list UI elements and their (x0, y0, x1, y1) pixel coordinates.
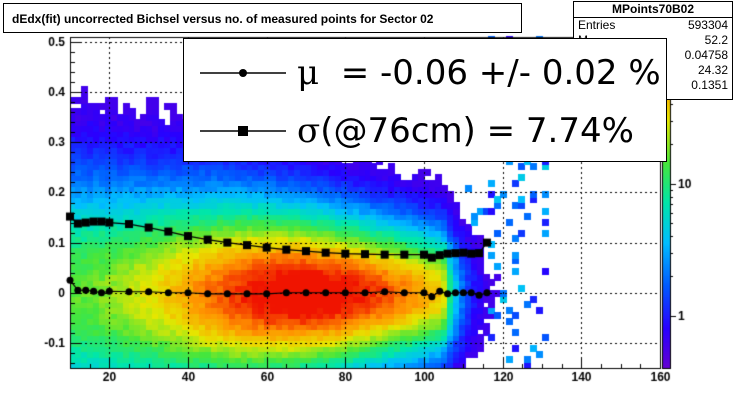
sigma-value: (@76cm) = 7.74% (320, 111, 634, 151)
stats-row-5: 0.1351 (574, 78, 732, 93)
legend-marker-square-icon (200, 126, 286, 136)
legend-entry-sigma: σ(@76cm) = 7.74% (184, 103, 666, 161)
legend-entry-mu: μ = -0.06 +/- 0.02 % (184, 45, 666, 103)
stats-value: 593304 (687, 18, 728, 32)
stats-value: 24.32 (697, 63, 728, 77)
legend-marker-circle-icon (200, 69, 286, 77)
mu-value: = -0.06 +/- 0.02 % (340, 53, 661, 93)
stats-value: 0.1351 (691, 78, 728, 92)
sigma-symbol: σ (297, 111, 321, 151)
stats-title: MPoints70B02 (574, 2, 732, 18)
stats-value: 52.2 (704, 33, 728, 47)
stats-row-entries: Entries 593304 (574, 18, 732, 33)
stats-row-3: 0.04758 (574, 48, 732, 63)
legend-box: μ = -0.06 +/- 0.02 % σ(@76cm) = 7.74% (183, 38, 667, 162)
stats-row-4: 24.32 (574, 63, 732, 78)
stats-value: 0.04758 (684, 48, 728, 62)
legend-text-mu: μ = -0.06 +/- 0.02 % (297, 49, 661, 97)
legend-text-sigma: σ(@76cm) = 7.74% (297, 107, 634, 155)
stats-label: Entries (578, 18, 616, 32)
mu-symbol: μ (297, 53, 320, 93)
chart-title: dEdx(fit) uncorrected Bichsel versus no.… (3, 3, 522, 33)
